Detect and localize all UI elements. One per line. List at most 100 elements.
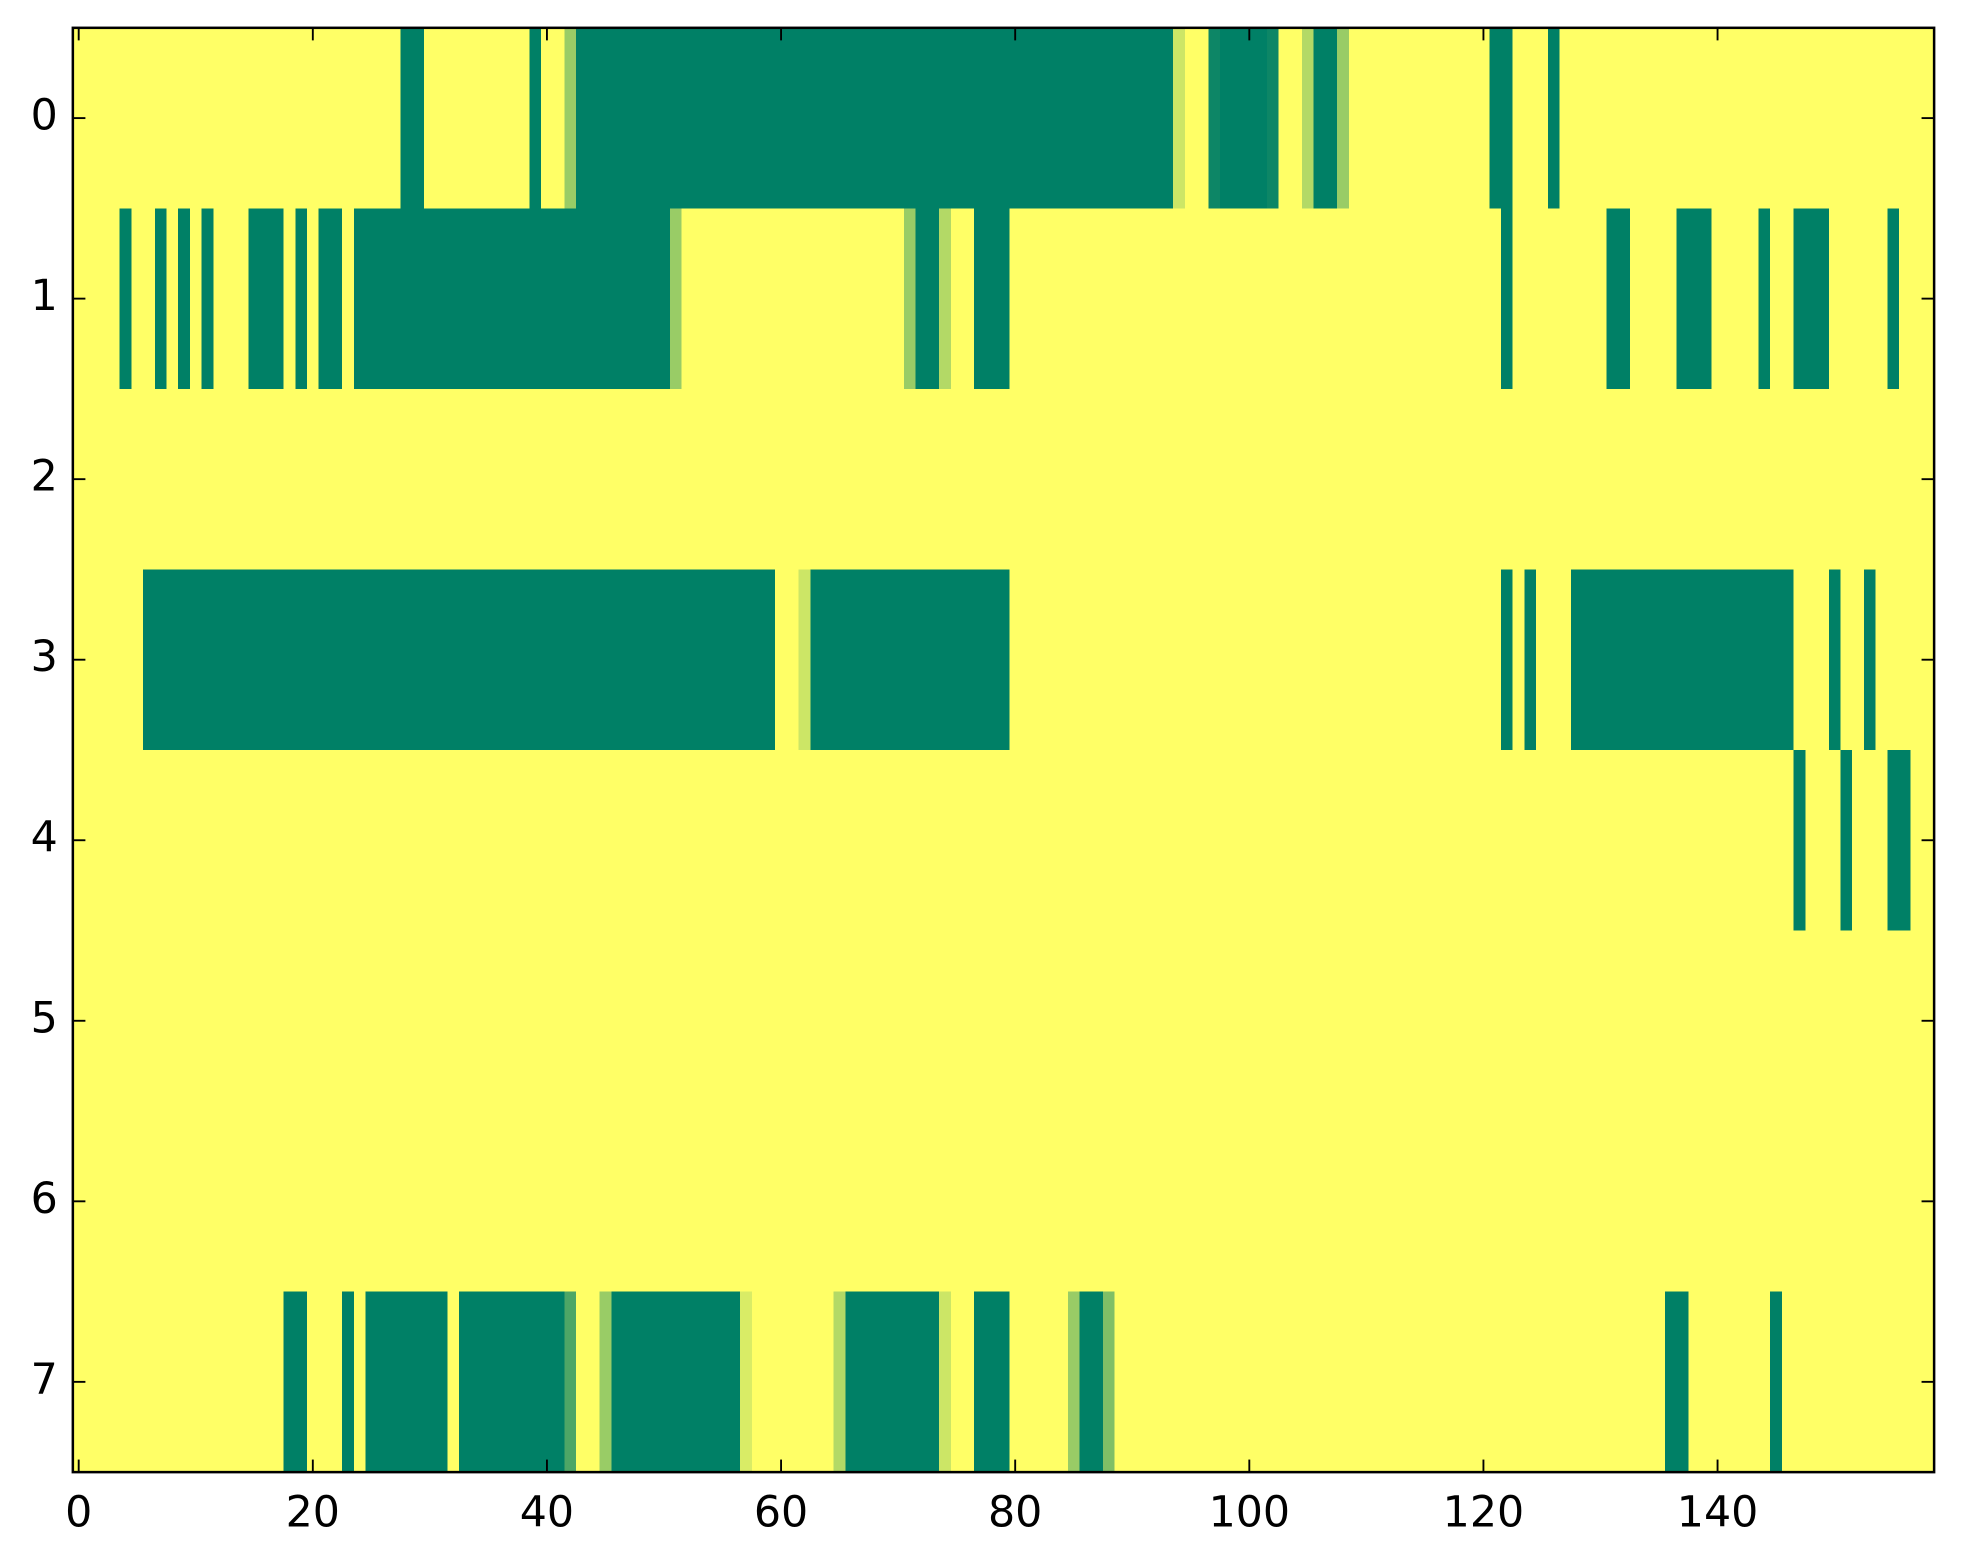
heatmap-cell: [225, 569, 238, 751]
heatmap-cell: [974, 569, 987, 751]
heatmap-cell: [1079, 930, 1093, 1112]
heatmap-cell: [213, 749, 226, 932]
heatmap-cell: [1360, 208, 1373, 390]
heatmap-cell: [330, 27, 343, 210]
heatmap-cell: [1114, 388, 1128, 571]
heatmap-cell: [1758, 930, 1771, 1112]
heatmap-cell: [494, 27, 507, 210]
heatmap-cell: [1313, 388, 1327, 571]
heatmap-cell: [1208, 1111, 1221, 1293]
heatmap-cell: [1887, 1291, 1900, 1473]
heatmap-cell: [587, 569, 601, 751]
heatmap-cell: [822, 1291, 835, 1473]
heatmap-cell: [681, 569, 695, 751]
heatmap-cell: [1817, 930, 1830, 1112]
heatmap-cell: [1102, 749, 1116, 932]
heatmap-cell: [1313, 1111, 1327, 1293]
heatmap-cell: [236, 569, 250, 751]
heatmap-cell: [810, 569, 823, 751]
heatmap-cell: [1536, 930, 1549, 1112]
heatmap-cell: [693, 930, 706, 1112]
heatmap-cell: [985, 569, 999, 751]
heatmap-cell: [833, 569, 847, 751]
heatmap-cell: [1875, 1111, 1889, 1293]
heatmap-cell: [903, 27, 917, 210]
heatmap-cell: [1126, 569, 1139, 751]
heatmap-cell: [681, 1291, 695, 1473]
heatmap-cell: [131, 1291, 144, 1473]
heatmap-cell: [1102, 569, 1116, 751]
heatmap-cell: [482, 208, 496, 390]
heatmap-cell: [1149, 388, 1163, 571]
heatmap-cell: [974, 1291, 987, 1473]
heatmap-cell: [1149, 749, 1163, 932]
heatmap-cell: [611, 208, 624, 390]
heatmap-cell: [1863, 27, 1877, 210]
heatmap-cell: [775, 930, 788, 1112]
heatmap-cell: [1606, 930, 1619, 1112]
heatmap-cell: [880, 1291, 894, 1473]
heatmap-cell: [939, 749, 952, 932]
heatmap-cell: [1173, 388, 1186, 571]
heatmap-cell: [1805, 388, 1818, 571]
heatmap-cell: [1454, 749, 1467, 932]
heatmap-cell: [1196, 208, 1210, 390]
heatmap-cell: [166, 27, 179, 210]
heatmap-cell: [1676, 27, 1690, 210]
heatmap-cell: [131, 208, 144, 390]
heatmap-cell: [470, 1111, 484, 1293]
heatmap-cell: [1817, 1291, 1830, 1473]
heatmap-cell: [974, 930, 987, 1112]
heatmap-cell: [693, 569, 706, 751]
heatmap-cell: [143, 749, 156, 932]
heatmap-cell: [634, 569, 648, 751]
heatmap-cell: [1266, 569, 1280, 751]
heatmap-cell: [1067, 1111, 1081, 1293]
heatmap-cell: [1161, 1111, 1174, 1293]
heatmap-cell: [822, 569, 835, 751]
heatmap-cell: [1383, 930, 1397, 1112]
heatmap-cell: [1278, 208, 1292, 390]
heatmap-cell: [950, 1291, 964, 1473]
heatmap-cell: [143, 208, 156, 390]
heatmap-cell: [997, 388, 1011, 571]
heatmap-cell: [1793, 27, 1807, 210]
heatmap-cell: [189, 208, 203, 390]
heatmap-cell: [599, 930, 613, 1112]
heatmap-cell: [833, 388, 847, 571]
heatmap-cell: [271, 388, 285, 571]
heatmap-cell: [1337, 569, 1350, 751]
heatmap-cell: [763, 1111, 776, 1293]
heatmap-cell: [740, 208, 753, 390]
heatmap-cell: [1746, 388, 1760, 571]
heatmap-cell: [201, 208, 215, 390]
heatmap-cell: [681, 27, 695, 210]
heatmap-cell: [1372, 930, 1385, 1112]
heatmap-cell: [1009, 1111, 1022, 1293]
heatmap-cell: [1723, 1291, 1736, 1473]
heatmap-cell: [669, 208, 683, 390]
heatmap-cell: [786, 388, 800, 571]
heatmap-cell: [728, 749, 741, 932]
heatmap-cell: [552, 749, 566, 932]
heatmap-cell: [775, 27, 788, 210]
heatmap-cell: [833, 1111, 847, 1293]
heatmap-cell: [576, 749, 589, 932]
heatmap-cell: [295, 208, 308, 390]
heatmap-cell: [1887, 1111, 1900, 1293]
heatmap-cell: [201, 569, 215, 751]
heatmap-cell: [1220, 27, 1233, 210]
heatmap-cell: [482, 388, 496, 571]
heatmap-cell: [1641, 208, 1654, 390]
heatmap-cell: [1430, 208, 1444, 390]
heatmap-cell: [260, 1291, 273, 1473]
heatmap-cell: [1594, 569, 1608, 751]
heatmap-cell: [529, 1111, 542, 1293]
heatmap-cell: [189, 569, 203, 751]
heatmap-cell: [1383, 388, 1397, 571]
heatmap-cell: [950, 749, 964, 932]
heatmap-cell: [1512, 930, 1526, 1112]
heatmap-cell: [1735, 27, 1748, 210]
heatmap-cell: [985, 388, 999, 571]
heatmap-cell: [1641, 749, 1654, 932]
